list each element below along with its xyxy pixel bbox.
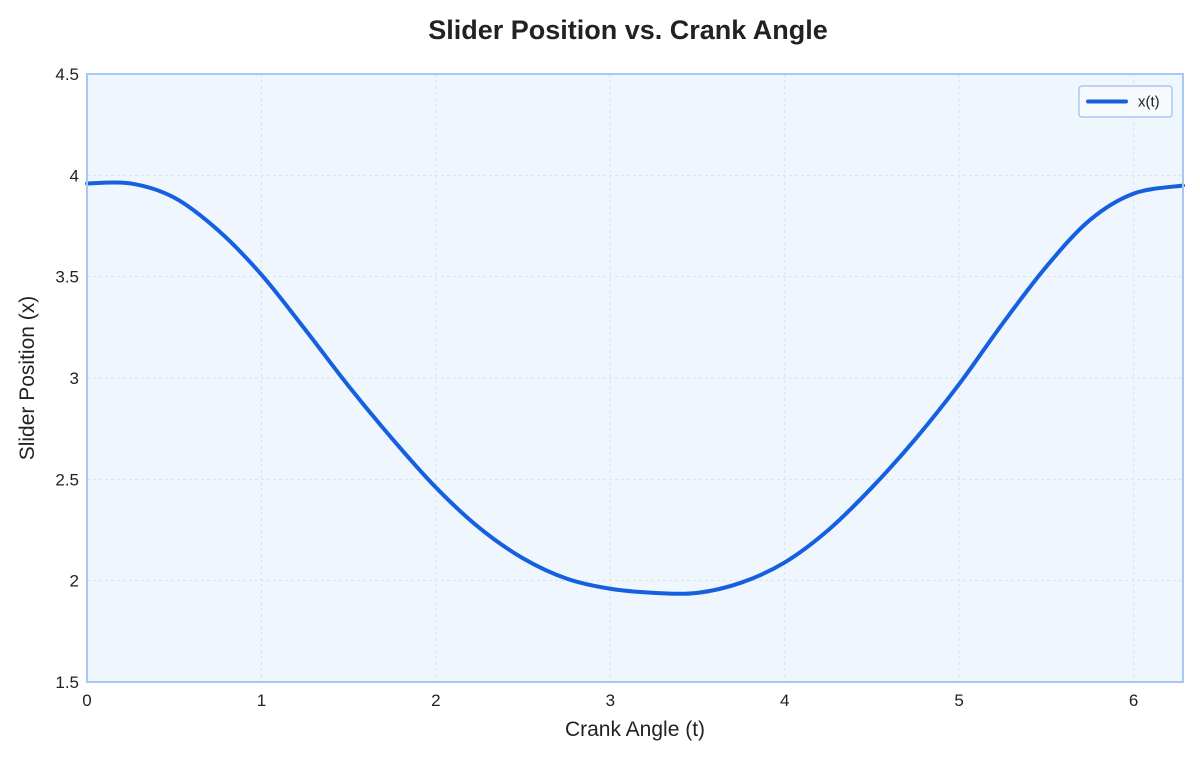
y-tick-label: 1.5 — [55, 673, 79, 692]
y-tick-label: 2 — [70, 572, 79, 591]
chart-title: Slider Position vs. Crank Angle — [428, 15, 828, 45]
x-tick-label: 5 — [954, 691, 963, 710]
x-tick-label: 4 — [780, 691, 789, 710]
y-axis-title: Slider Position (x) — [16, 296, 39, 461]
series-layer — [85, 180, 1185, 596]
y-tick-label: 2.5 — [55, 470, 79, 489]
legend-label: x(t) — [1138, 94, 1160, 111]
y-tick-label: 3.5 — [55, 268, 79, 287]
x-tick-label: 0 — [82, 691, 91, 710]
x-tick-label: 1 — [257, 691, 266, 710]
x-axis-ticks: 0 1 2 3 4 5 6 — [82, 691, 1138, 710]
y-axis-ticks: 1.5 2 2.5 3 3.5 4 4.5 — [55, 65, 79, 692]
x-tick-label: 3 — [606, 691, 615, 710]
y-tick-label: 4 — [70, 166, 79, 185]
y-tick-label: 4.5 — [55, 65, 79, 84]
x-tick-label: 6 — [1129, 691, 1138, 710]
x-axis-title: Crank Angle (t) — [565, 718, 705, 741]
x-tick-label: 2 — [431, 691, 440, 710]
legend: x(t) — [1078, 85, 1173, 118]
series-line-0 — [85, 180, 1185, 596]
plot-frame — [86, 73, 1184, 683]
y-tick-label: 3 — [70, 369, 79, 388]
